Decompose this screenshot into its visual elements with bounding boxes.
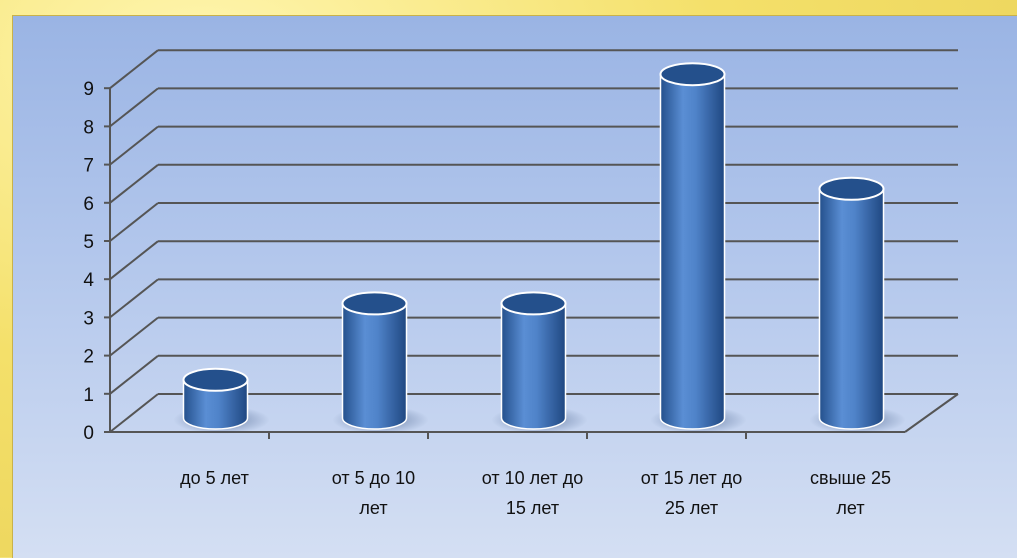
y-tick-label: 7 (83, 156, 94, 177)
y-tick-label: 6 (83, 194, 94, 215)
y-tick-label: 3 (83, 308, 94, 329)
bar-body (818, 188, 885, 430)
floor-right-edge (904, 393, 959, 433)
grid-diagonal (109, 240, 159, 280)
bar (650, 62, 747, 434)
floor-left-edge (109, 393, 159, 433)
y-tick-label: 9 (83, 79, 94, 100)
bar (173, 367, 270, 434)
x-category-label: от 10 лет до 15 лет (482, 468, 584, 518)
x-category-label: от 15 лет до 25 лет (641, 468, 743, 518)
bar (491, 291, 588, 434)
bar-body (182, 379, 249, 430)
bar (332, 291, 429, 434)
bars-layer (173, 62, 906, 434)
grid-diagonal (109, 202, 159, 242)
bar-body (500, 302, 567, 430)
y-tick-label: 4 (83, 270, 94, 291)
bar (809, 176, 906, 434)
grid-diagonal (109, 164, 159, 204)
x-category-label: от 5 до 10 лет (332, 468, 415, 518)
y-tick-label: 1 (83, 385, 94, 406)
bar-top (182, 367, 249, 392)
bar-top (500, 291, 567, 316)
labels-layer: 0 1 2 3 4 5 6 7 8 9 до 5 лет от 5 до 10 лет от 10 лет… (83, 79, 891, 518)
x-category-label: свыше 25 лет (810, 468, 891, 518)
grid-diagonal (109, 125, 159, 166)
x-category-label: до 5 лет (180, 468, 249, 488)
y-tick-label: 8 (83, 117, 94, 138)
bar-body (659, 73, 726, 430)
grid-diagonal (109, 355, 159, 395)
grid-diagonal (109, 278, 159, 319)
grid-diagonal (109, 87, 159, 128)
grid-diagonal (109, 49, 159, 89)
grid-diagonal (109, 316, 159, 357)
bar-top (341, 291, 408, 316)
bar-body (341, 302, 408, 430)
y-tick-label: 0 (83, 423, 94, 444)
bar-top (818, 176, 885, 201)
y-tick-label: 2 (83, 347, 94, 368)
bar-top (659, 62, 726, 87)
y-tick-label: 5 (83, 232, 94, 253)
